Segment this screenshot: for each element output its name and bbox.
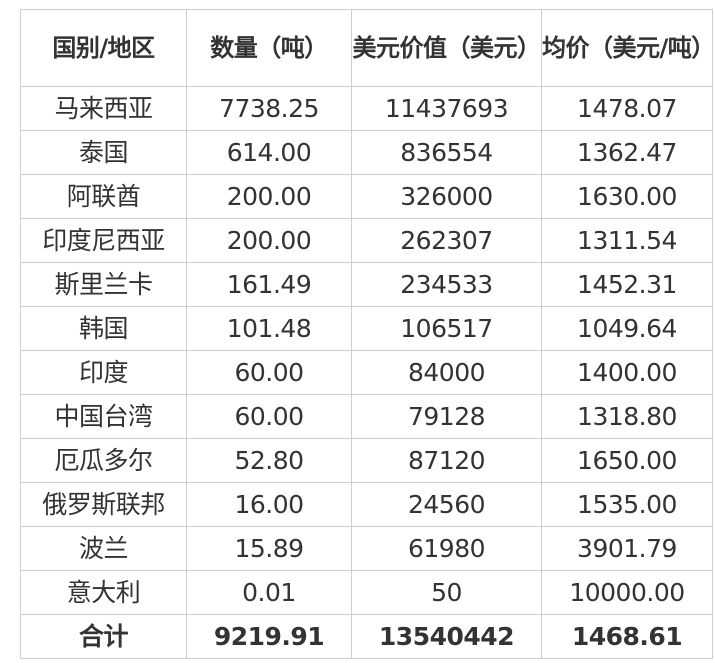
avg-price-cell: 1650.00 [541, 438, 713, 483]
table-row: 马来西亚 7738.25 11437693 1478.07 [20, 86, 713, 131]
avg-price-cell: 1049.64 [541, 306, 713, 351]
total-usd-value-cell: 13540442 [351, 614, 542, 659]
total-avg-price-cell: 1468.61 [541, 614, 713, 659]
table-row: 阿联酋 200.00 326000 1630.00 [20, 174, 713, 219]
table-row: 意大利 0.01 50 10000.00 [20, 570, 713, 615]
quantity-cell: 614.00 [186, 130, 352, 175]
avg-price-cell: 1318.80 [541, 394, 713, 439]
usd-value-cell: 326000 [351, 174, 542, 219]
avg-price-cell: 1452.31 [541, 262, 713, 307]
usd-value-cell: 836554 [351, 130, 542, 175]
usd-value-cell: 87120 [351, 438, 542, 483]
usd-value-cell: 84000 [351, 350, 542, 395]
quantity-cell: 200.00 [186, 218, 352, 263]
table-row: 韩国 101.48 106517 1049.64 [20, 306, 713, 351]
avg-price-cell: 1362.47 [541, 130, 713, 175]
country-cell: 阿联酋 [20, 174, 187, 219]
table-row: 波兰 15.89 61980 3901.79 [20, 526, 713, 571]
header-usd-value: 美元价值（美元） [351, 9, 542, 87]
quantity-cell: 52.80 [186, 438, 352, 483]
usd-value-cell: 79128 [351, 394, 542, 439]
quantity-cell: 0.01 [186, 570, 352, 615]
header-row: 国别/地区 数量（吨） 美元价值（美元） 均价（美元/吨） [20, 9, 715, 87]
total-country-cell: 合计 [20, 614, 187, 659]
country-cell: 斯里兰卡 [20, 262, 187, 307]
usd-value-cell: 106517 [351, 306, 542, 351]
quantity-cell: 60.00 [186, 394, 352, 439]
total-row: 合计 9219.91 13540442 1468.61 [20, 614, 713, 659]
usd-value-cell: 262307 [351, 218, 542, 263]
table-row: 泰国 614.00 836554 1362.47 [20, 130, 713, 175]
quantity-cell: 15.89 [186, 526, 352, 571]
avg-price-cell: 1535.00 [541, 482, 713, 527]
header-country: 国别/地区 [20, 9, 187, 87]
usd-value-cell: 11437693 [351, 86, 542, 131]
quantity-cell: 101.48 [186, 306, 352, 351]
avg-price-cell: 1311.54 [541, 218, 713, 263]
usd-value-cell: 50 [351, 570, 542, 615]
table-row: 俄罗斯联邦 16.00 24560 1535.00 [20, 482, 713, 527]
quantity-cell: 16.00 [186, 482, 352, 527]
quantity-cell: 200.00 [186, 174, 352, 219]
country-cell: 波兰 [20, 526, 187, 571]
country-cell: 印度 [20, 350, 187, 395]
country-cell: 马来西亚 [20, 86, 187, 131]
avg-price-cell: 1400.00 [541, 350, 713, 395]
usd-value-cell: 24560 [351, 482, 542, 527]
quantity-cell: 161.49 [186, 262, 352, 307]
quantity-cell: 7738.25 [186, 86, 352, 131]
usd-value-cell: 61980 [351, 526, 542, 571]
country-cell: 印度尼西亚 [20, 218, 187, 263]
country-cell: 意大利 [20, 570, 187, 615]
quantity-cell: 60.00 [186, 350, 352, 395]
table-row: 厄瓜多尔 52.80 87120 1650.00 [20, 438, 713, 483]
avg-price-cell: 1478.07 [541, 86, 713, 131]
usd-value-cell: 234533 [351, 262, 542, 307]
export-table: 国别/地区 数量（吨） 美元价值（美元） 均价（美元/吨） 马来西亚 7738.25 11… [20, 9, 715, 659]
header-avg-price: 均价（美元/吨） [541, 9, 715, 87]
country-cell: 中国台湾 [20, 394, 187, 439]
total-quantity-cell: 9219.91 [186, 614, 352, 659]
country-cell: 韩国 [20, 306, 187, 351]
avg-price-cell: 1630.00 [541, 174, 713, 219]
table-row: 斯里兰卡 161.49 234533 1452.31 [20, 262, 713, 307]
country-cell: 俄罗斯联邦 [20, 482, 187, 527]
table-row: 印度 60.00 84000 1400.00 [20, 350, 713, 395]
table-row: 中国台湾 60.00 79128 1318.80 [20, 394, 713, 439]
avg-price-cell: 10000.00 [541, 570, 713, 615]
country-cell: 厄瓜多尔 [20, 438, 187, 483]
header-quantity: 数量（吨） [186, 9, 352, 87]
country-cell: 泰国 [20, 130, 187, 175]
table-row: 印度尼西亚 200.00 262307 1311.54 [20, 218, 713, 263]
avg-price-cell: 3901.79 [541, 526, 713, 571]
